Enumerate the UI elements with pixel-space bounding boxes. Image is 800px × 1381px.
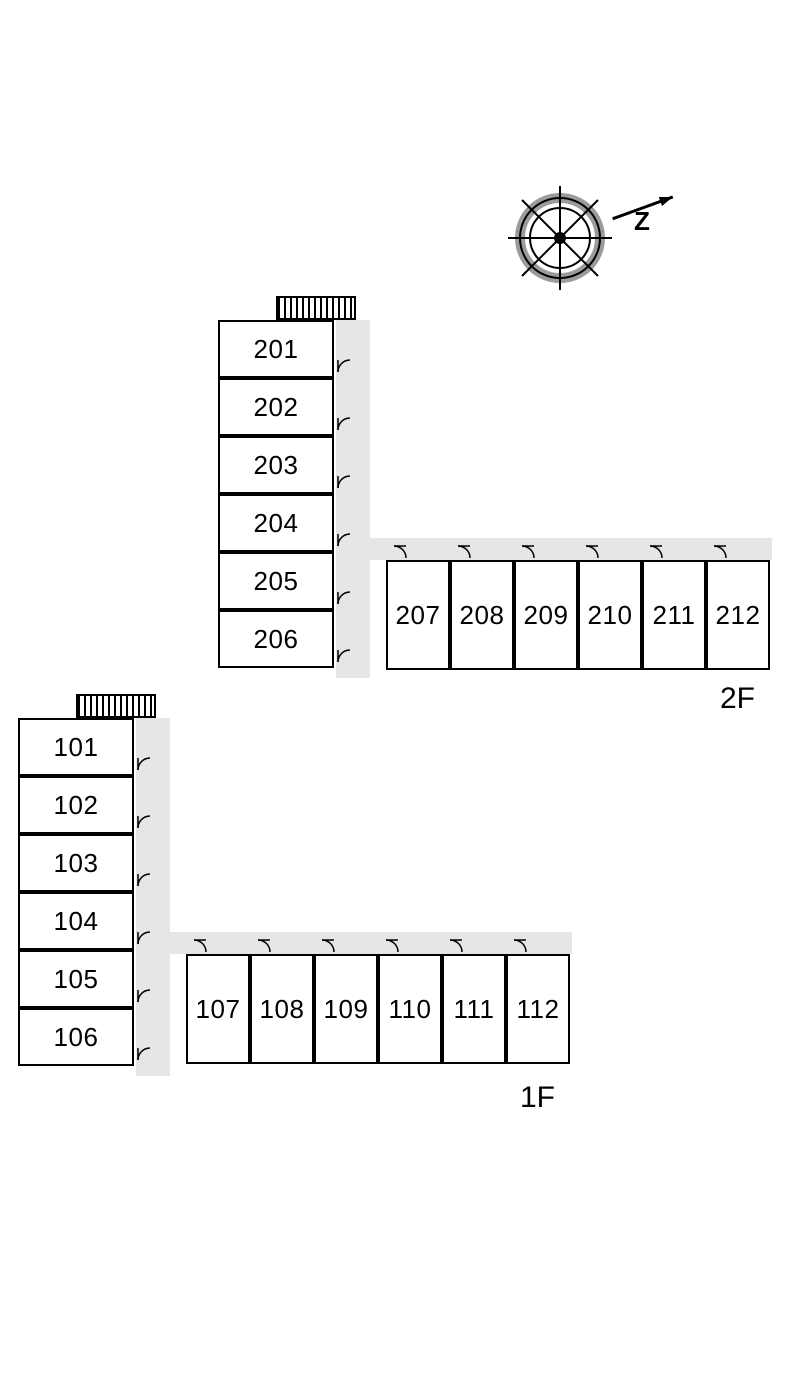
unit-108: 108	[250, 954, 314, 1064]
unit-106: 106	[18, 1008, 134, 1066]
unit-label: 101	[54, 732, 99, 763]
unit-111: 111	[442, 954, 506, 1064]
unit-label: 206	[254, 624, 299, 655]
unit-label: 102	[54, 790, 99, 821]
compass-arrow-icon	[0, 0, 800, 1]
unit-label: 205	[254, 566, 299, 597]
unit-label: 212	[716, 600, 761, 631]
door-icon	[136, 814, 152, 830]
unit-107: 107	[186, 954, 250, 1064]
door-icon	[336, 648, 352, 664]
floor-label: 2F	[720, 682, 755, 716]
unit-212: 212	[706, 560, 770, 670]
unit-label: 204	[254, 508, 299, 539]
door-icon	[336, 590, 352, 606]
unit-label: 105	[54, 964, 99, 995]
door-icon	[136, 1046, 152, 1062]
door-icon	[456, 544, 472, 560]
unit-205: 205	[218, 552, 334, 610]
unit-101: 101	[18, 718, 134, 776]
unit-206: 206	[218, 610, 334, 668]
unit-label: 107	[196, 994, 241, 1025]
floor-label: 1F	[520, 1081, 555, 1115]
door-icon	[320, 938, 336, 954]
door-icon	[136, 930, 152, 946]
unit-label: 110	[389, 994, 432, 1025]
unit-label: 209	[524, 600, 569, 631]
unit-204: 204	[218, 494, 334, 552]
door-icon	[584, 544, 600, 560]
door-icon	[136, 872, 152, 888]
unit-104: 104	[18, 892, 134, 950]
door-icon	[336, 474, 352, 490]
floorplan-canvas: 2012022032042052062072082092102112121011…	[0, 0, 800, 1381]
unit-103: 103	[18, 834, 134, 892]
door-icon	[448, 938, 464, 954]
unit-211: 211	[642, 560, 706, 670]
unit-label: 106	[54, 1022, 99, 1053]
unit-label: 103	[54, 848, 99, 879]
unit-109: 109	[314, 954, 378, 1064]
unit-102: 102	[18, 776, 134, 834]
door-icon	[520, 544, 536, 560]
unit-209: 209	[514, 560, 578, 670]
door-icon	[336, 416, 352, 432]
door-icon	[392, 544, 408, 560]
unit-label: 210	[588, 600, 633, 631]
unit-112: 112	[506, 954, 570, 1064]
door-icon	[256, 938, 272, 954]
door-icon	[336, 532, 352, 548]
door-icon	[712, 544, 728, 560]
door-icon	[136, 988, 152, 1004]
unit-label: 104	[54, 906, 99, 937]
door-icon	[192, 938, 208, 954]
door-icon	[136, 756, 152, 772]
stair-icon	[76, 694, 156, 718]
door-icon	[512, 938, 528, 954]
unit-203: 203	[218, 436, 334, 494]
unit-207: 207	[386, 560, 450, 670]
unit-label: 207	[396, 600, 441, 631]
unit-210: 210	[578, 560, 642, 670]
unit-105: 105	[18, 950, 134, 1008]
door-icon	[648, 544, 664, 560]
unit-label: 211	[653, 600, 696, 631]
unit-label: 208	[460, 600, 505, 631]
unit-label: 112	[517, 994, 560, 1025]
unit-110: 110	[378, 954, 442, 1064]
unit-label: 108	[260, 994, 305, 1025]
unit-label: 111	[453, 994, 494, 1025]
unit-label: 203	[254, 450, 299, 481]
unit-208: 208	[450, 560, 514, 670]
door-icon	[384, 938, 400, 954]
unit-label: 109	[324, 994, 369, 1025]
